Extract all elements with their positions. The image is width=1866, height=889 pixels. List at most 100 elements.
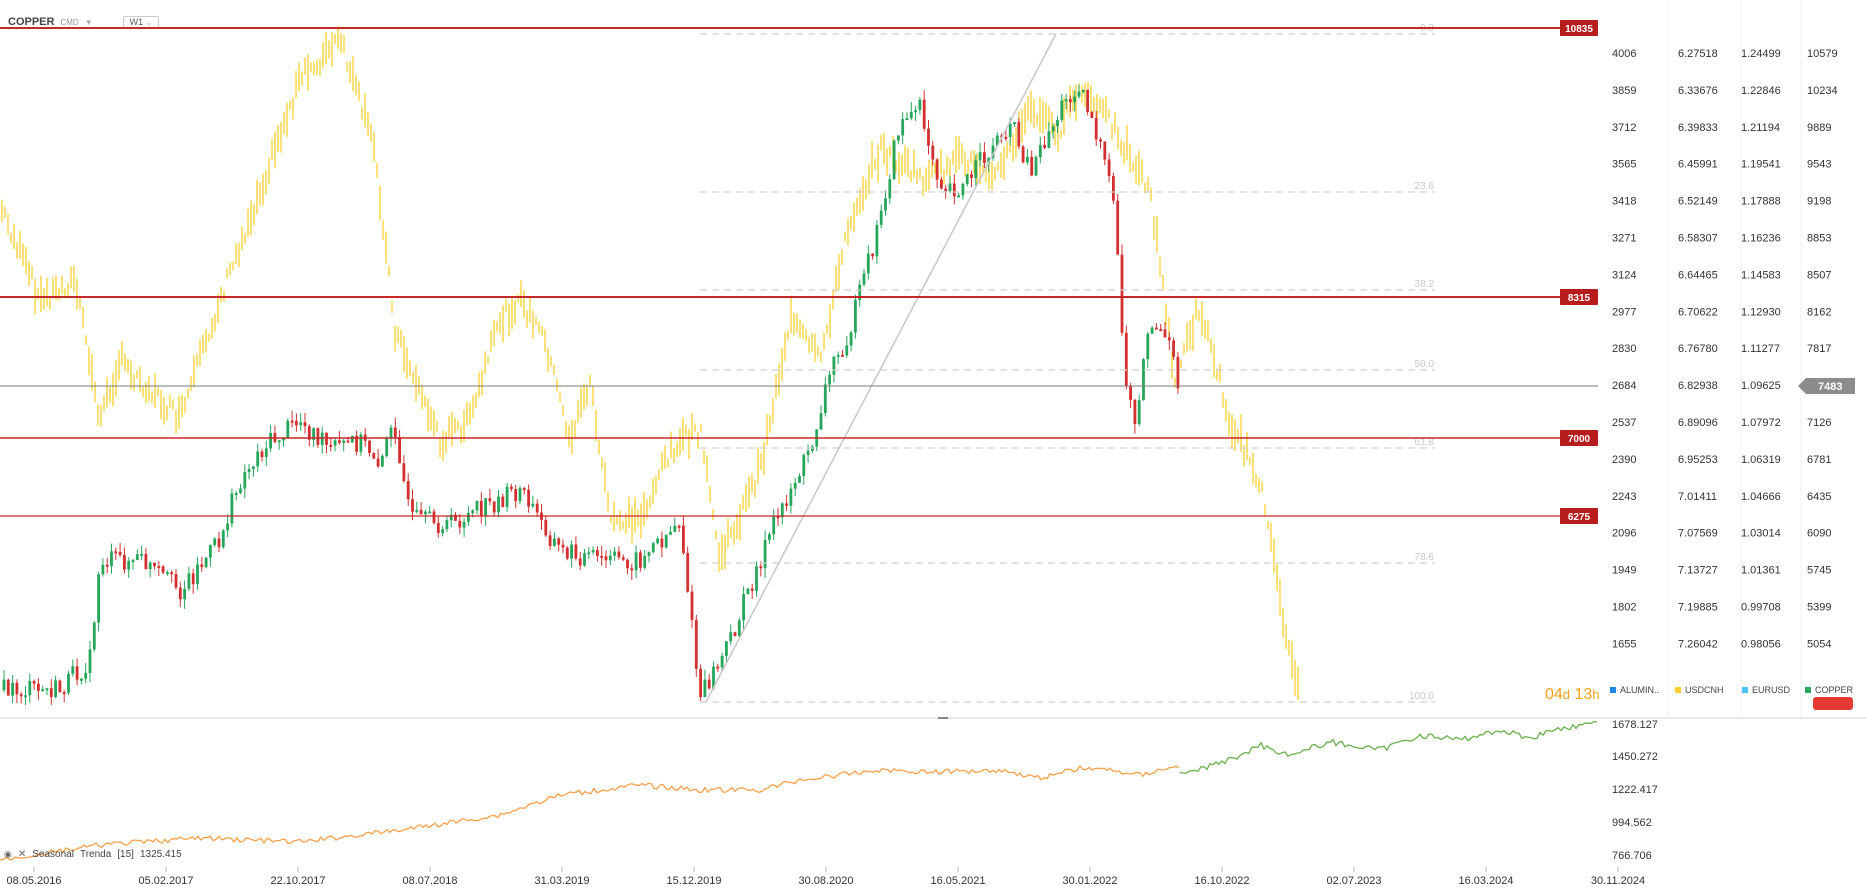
copper-candle-body <box>940 179 943 189</box>
copper-candle-body <box>922 99 926 129</box>
copper-candle-body <box>428 511 432 514</box>
symbol-name[interactable]: COPPER <box>8 16 55 28</box>
copper-candle-body <box>221 530 225 548</box>
copper-candle-body <box>522 488 526 491</box>
copper-candle-body <box>527 489 530 507</box>
price-axis-aluminium-tick: 2390 <box>1612 454 1636 466</box>
legend-item-eurusd[interactable]: EURUSD <box>1742 685 1790 695</box>
price-axis-copper-tick: 6435 <box>1807 491 1831 503</box>
copper-candle-body <box>406 480 410 500</box>
copper-candle-body <box>58 680 62 693</box>
fib-trend-line[interactable] <box>705 33 1057 703</box>
copper-candle-body <box>729 632 733 642</box>
price-axis-copper-tick: 8507 <box>1807 269 1831 281</box>
copper-candle-body <box>1124 332 1128 386</box>
price-axis-copper-tick: 10234 <box>1807 85 1838 97</box>
price-axis-eurusd-tick: 1.11277 <box>1741 343 1780 355</box>
sub-indicator-label[interactable]: ◉ ✕ Seasonal Trenda [15] 1325.415 <box>4 849 182 860</box>
price-axis-aluminium-tick: 2537 <box>1612 417 1636 429</box>
copper-candle-body <box>759 566 763 569</box>
price-axis-copper-tick: 5745 <box>1807 565 1831 577</box>
copper-candle-body <box>565 547 569 559</box>
date-axis-label: 16.03.2024 <box>1458 875 1513 887</box>
copper-candle-body <box>260 451 264 458</box>
date-axis-label: 08.07.2018 <box>402 875 457 887</box>
copper-candle-body <box>338 440 341 443</box>
copper-candle-body <box>62 692 66 695</box>
copper-candle-body <box>256 451 260 467</box>
indicator-param: [15] <box>117 849 134 860</box>
copper-candle-body <box>703 679 707 698</box>
sub-axis-tick: 1678.127 <box>1612 719 1658 731</box>
copper-candle-body <box>1155 327 1158 330</box>
date-axis-label: 30.11.2024 <box>1591 875 1645 887</box>
copper-candle-body <box>733 632 737 637</box>
copper-candle-body <box>957 195 960 198</box>
copper-candle-body <box>1021 146 1025 163</box>
price-axis-usdcnh-tick: 6.33676 <box>1678 85 1718 97</box>
copper-candle-body <box>1038 144 1042 158</box>
copper-candle-body <box>927 128 930 146</box>
price-axis-copper-tick: 8162 <box>1807 306 1831 318</box>
copper-candle-body <box>75 666 79 680</box>
countdown-hours: 13 <box>1574 686 1593 703</box>
current-price-label: 7483 <box>1818 381 1842 393</box>
level-price-badge[interactable] <box>1560 289 1598 305</box>
alert-badge[interactable] <box>1813 697 1853 710</box>
copper-candle-body <box>763 539 767 569</box>
price-axis-aluminium-tick: 1949 <box>1612 565 1636 577</box>
copper-candle-body <box>32 681 36 684</box>
copper-candle-body <box>24 695 27 698</box>
legend-label: USDCNH <box>1685 685 1724 695</box>
eye-icon[interactable]: ◉ <box>4 849 12 859</box>
price-axis-copper-tick: 6090 <box>1807 528 1831 540</box>
copper-candle-body <box>372 453 376 459</box>
legend-item-copper[interactable]: COPPER <box>1805 685 1853 695</box>
level-price-badge[interactable] <box>1560 430 1598 446</box>
seasonal-trend-past <box>0 764 1180 861</box>
copper-candle-body <box>845 345 849 356</box>
copper-candle-body <box>1133 399 1137 424</box>
copper-candle-body <box>664 534 668 548</box>
countdown-hours-unit: h <box>1592 687 1600 702</box>
price-axis-aluminium-tick: 3859 <box>1612 85 1636 97</box>
copper-candle-body <box>841 354 844 357</box>
copper-candle-body <box>6 679 10 696</box>
copper-candle-body <box>682 525 685 554</box>
price-axis-eurusd-tick: 1.22846 <box>1741 85 1781 97</box>
copper-candle-body <box>944 188 948 192</box>
copper-candle-body <box>80 678 83 681</box>
copper-candle-body <box>1167 337 1171 341</box>
legend-item-usdcnh[interactable]: USDCNH <box>1675 685 1724 695</box>
copper-candle-body <box>11 682 14 696</box>
price-axis-eurusd-tick: 1.03014 <box>1741 528 1781 540</box>
copper-candle-body <box>398 436 401 464</box>
copper-candle-body <box>660 538 664 548</box>
legend-item-aluminium[interactable]: ALUMIN.. <box>1610 685 1659 695</box>
copper-candle-body <box>359 434 363 452</box>
copper-candle-body <box>742 594 745 621</box>
copper-candle-body <box>1107 159 1111 177</box>
price-axis-aluminium-tick: 3712 <box>1612 122 1636 134</box>
level-price-badge[interactable] <box>1560 20 1598 36</box>
date-axis-label: 02.07.2023 <box>1326 875 1381 887</box>
copper-candle-body <box>914 110 917 113</box>
copper-candle-body <box>677 525 681 528</box>
copper-candle-body <box>1043 144 1046 148</box>
level-price-badge[interactable] <box>1560 508 1598 524</box>
price-axis-usdcnh-tick: 6.70622 <box>1678 306 1718 318</box>
current-price-tag[interactable] <box>1798 378 1855 394</box>
copper-candle-body <box>424 511 427 515</box>
copper-candle-body <box>772 516 776 535</box>
close-icon[interactable]: ✕ <box>17 849 27 860</box>
price-axis-usdcnh-tick: 7.26042 <box>1678 638 1718 650</box>
price-axis-aluminium-tick: 3565 <box>1612 159 1636 171</box>
copper-candle-body <box>780 503 784 518</box>
copper-candle-body <box>312 428 315 440</box>
symbol-dropdown-icon[interactable]: ▼ <box>84 17 93 27</box>
price-axis-copper-tick: 9543 <box>1807 159 1831 171</box>
copper-candle-body <box>41 689 45 692</box>
copper-candle-body <box>234 493 238 496</box>
copper-candle-body <box>866 253 870 274</box>
